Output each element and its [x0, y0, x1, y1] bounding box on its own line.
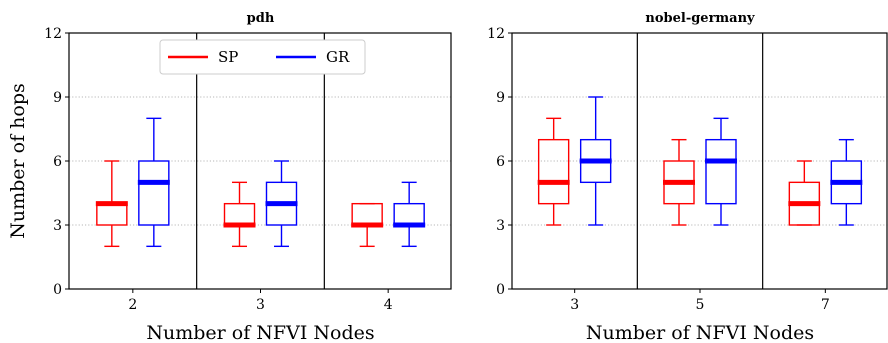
box-gr-4	[393, 181, 426, 248]
box-gr-5	[705, 117, 737, 226]
x-tick-label: 4	[384, 297, 393, 313]
box-iqr	[705, 138, 737, 205]
box-gr-3	[579, 96, 612, 226]
panel-pdh: 0 3 6 9 12 2 3 4 pdh Number of NFVI Nodes SP GR	[44, 11, 452, 343]
legend-box	[159, 39, 366, 75]
box-iqr	[138, 160, 170, 226]
box-sp-2	[95, 160, 128, 248]
y-axis-label: Number of hops	[7, 83, 29, 239]
panel-title: pdh	[247, 11, 275, 26]
box-iqr	[96, 202, 128, 226]
box-iqr	[393, 202, 425, 226]
box-sp-3	[537, 117, 570, 226]
box-sp-5	[663, 138, 695, 226]
legend: SP GR	[159, 39, 366, 75]
box-gr-3	[265, 160, 298, 248]
y-tick-label: 6	[496, 154, 505, 170]
y-tick-label: 6	[53, 154, 62, 170]
panel-title: nobel-germany	[645, 11, 755, 26]
legend-label-sp: SP	[218, 48, 238, 66]
x-tick-label: 7	[821, 297, 830, 313]
box-sp-7	[788, 160, 821, 226]
y-tick-label: 9	[53, 90, 62, 106]
panel-nobel-germany: 0 3 6 9 12 3 5 7 nobel-germany Number of NFVI Nod…	[487, 11, 888, 343]
x-tick-label: 2	[128, 297, 137, 313]
y-tick-label: 0	[53, 282, 62, 298]
x-tick-label: 5	[696, 297, 705, 313]
legend-label-gr: GR	[326, 48, 350, 66]
y-tick-label: 3	[496, 218, 505, 234]
x-tick-label: 3	[256, 297, 265, 313]
box-sp-3	[223, 181, 256, 248]
y-tick-label: 9	[496, 90, 505, 106]
x-axis-label: Number of NFVI Nodes	[146, 322, 374, 343]
box-sp-4	[351, 202, 384, 248]
box-gr-7	[830, 138, 863, 226]
box-gr-2	[137, 117, 170, 248]
box-iqr	[537, 138, 570, 205]
y-tick-label: 3	[53, 218, 62, 234]
y-tick-label: 12	[487, 26, 505, 42]
box-iqr	[223, 202, 256, 226]
x-tick-label: 3	[570, 297, 579, 313]
box-iqr	[351, 202, 383, 226]
y-tick-label: 0	[496, 282, 505, 298]
y-tick-label: 12	[44, 26, 62, 42]
x-axis-label: Number of NFVI Nodes	[586, 322, 814, 343]
